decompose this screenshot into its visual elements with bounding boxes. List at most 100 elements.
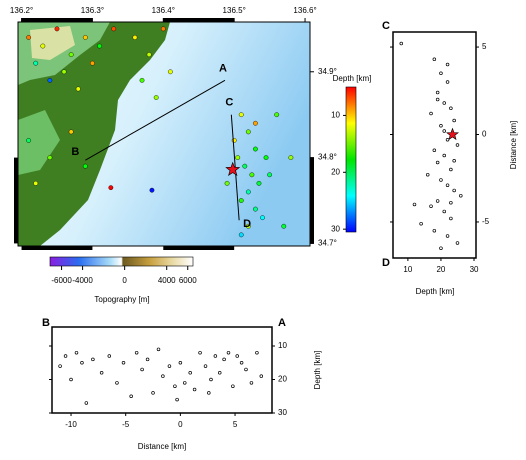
event xyxy=(245,189,251,195)
profile-label: D xyxy=(243,218,251,230)
y-tick-label: 34.7° xyxy=(318,239,337,248)
event xyxy=(40,43,46,49)
event xyxy=(445,80,450,84)
event xyxy=(74,350,79,355)
event xyxy=(160,26,166,32)
event xyxy=(239,360,244,365)
event xyxy=(238,112,244,118)
event xyxy=(432,148,437,152)
y-tick-label: 20 xyxy=(278,375,287,384)
event xyxy=(429,111,433,116)
land-high xyxy=(18,110,60,175)
event xyxy=(435,199,440,203)
frame-segment xyxy=(21,246,93,250)
frame-segment xyxy=(310,157,314,244)
event xyxy=(182,381,187,385)
event xyxy=(58,364,62,368)
event xyxy=(425,172,430,177)
event xyxy=(442,101,447,105)
event xyxy=(244,367,248,372)
event xyxy=(235,354,239,358)
event xyxy=(439,246,443,250)
event xyxy=(140,367,144,372)
event xyxy=(167,364,172,368)
event xyxy=(207,391,211,395)
event xyxy=(47,77,53,83)
event xyxy=(253,146,258,152)
event xyxy=(449,216,453,221)
section-cd-frame xyxy=(392,31,477,259)
section-end-label: A xyxy=(278,317,286,329)
event xyxy=(151,391,155,395)
event xyxy=(231,384,235,388)
profile-label: C xyxy=(225,97,233,109)
section-end-label: B xyxy=(42,317,50,329)
event xyxy=(69,377,73,382)
event xyxy=(61,69,67,75)
event xyxy=(238,232,244,238)
event xyxy=(209,377,213,382)
event xyxy=(192,387,197,392)
event xyxy=(452,118,456,123)
colorbar-label: Topography [m] xyxy=(94,295,149,304)
section-ba-frame xyxy=(51,326,273,414)
event xyxy=(222,357,226,362)
mainshock xyxy=(445,127,460,141)
y-tick-label: 34.9° xyxy=(318,67,337,76)
land xyxy=(18,22,170,246)
event xyxy=(47,155,53,161)
event xyxy=(82,35,88,40)
event xyxy=(97,43,102,49)
event xyxy=(259,374,264,378)
event xyxy=(26,138,32,143)
x-tick-label: -10 xyxy=(65,420,77,429)
x-tick-label: 0 xyxy=(178,420,183,429)
event xyxy=(153,95,159,100)
event xyxy=(253,206,258,212)
event xyxy=(274,112,280,118)
event xyxy=(449,200,453,205)
event xyxy=(455,241,460,245)
y-tick-label: 0 xyxy=(482,130,487,139)
event xyxy=(235,155,241,161)
profile-line xyxy=(85,79,226,161)
colorbar-tick-label: 20 xyxy=(331,167,340,176)
colorbar-tick-label: 4000 xyxy=(158,276,176,285)
frame-segment xyxy=(163,246,235,250)
event xyxy=(439,71,443,76)
event xyxy=(432,228,437,233)
event xyxy=(249,172,255,178)
y-tick-label: 5 xyxy=(482,42,487,51)
event xyxy=(435,97,440,102)
event xyxy=(161,374,165,378)
y-tick-label: 34.8° xyxy=(318,153,337,162)
event xyxy=(54,26,60,32)
event xyxy=(455,143,460,147)
event xyxy=(263,155,269,161)
frame-segment xyxy=(21,18,93,22)
event xyxy=(445,62,450,67)
x-tick-label: 136.5° xyxy=(223,6,246,15)
event xyxy=(156,347,161,352)
event xyxy=(445,138,450,142)
y-axis-label: Depth [km] xyxy=(313,351,322,390)
colorbar-tick-label: 30 xyxy=(331,224,340,233)
event xyxy=(139,77,145,83)
event xyxy=(281,223,287,229)
x-tick-label: 30 xyxy=(470,265,479,274)
x-axis-label: Depth [km] xyxy=(416,287,455,296)
event xyxy=(442,129,447,133)
event xyxy=(134,350,139,355)
event xyxy=(226,350,231,355)
event xyxy=(129,394,133,398)
event xyxy=(75,86,81,92)
mainshock xyxy=(225,161,241,176)
x-tick-label: 10 xyxy=(403,265,412,274)
event xyxy=(107,354,112,358)
event xyxy=(442,209,447,214)
frame-segment xyxy=(14,157,18,244)
colorbar-tick-label: 0 xyxy=(122,276,127,285)
event xyxy=(203,364,208,368)
event xyxy=(167,69,173,75)
